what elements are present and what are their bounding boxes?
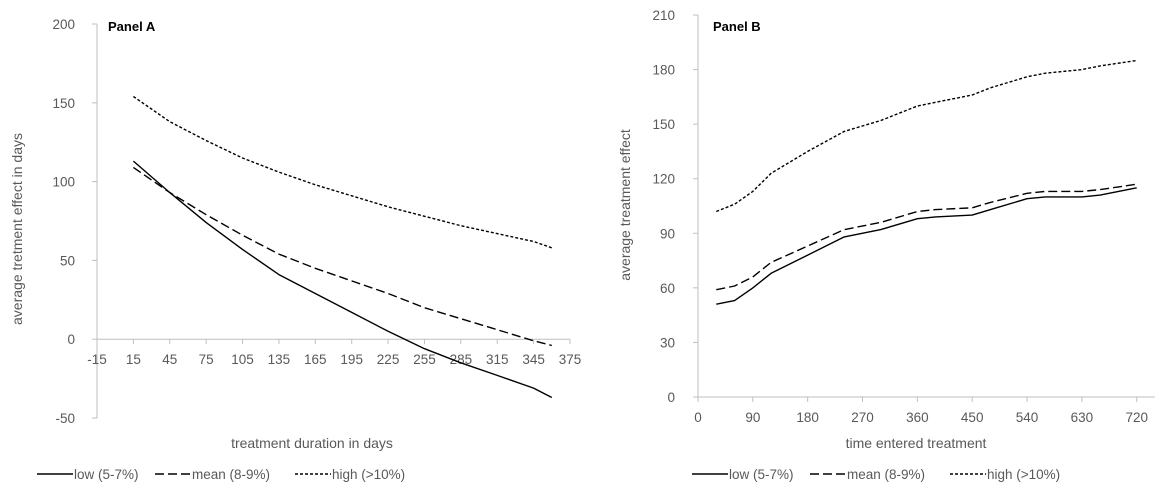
x-tick-label: 225	[377, 352, 400, 367]
x-tick-label: 255	[413, 352, 436, 367]
legend-label: low (5-7%)	[74, 467, 139, 482]
y-tick-label: 200	[52, 17, 75, 32]
y-tick-label: 0	[667, 390, 675, 405]
y-tick-label: 180	[652, 63, 675, 78]
legend-label: mean (8-9%)	[847, 467, 925, 482]
series-line-solid	[716, 187, 1137, 305]
series-line-dotted	[716, 59, 1137, 213]
x-tick-label: 15	[126, 352, 141, 367]
legend-label: mean (8-9%)	[192, 467, 270, 482]
y-tick-label: 60	[660, 281, 675, 296]
y-tick-label: 90	[660, 226, 675, 241]
series-line-dashed	[133, 166, 552, 347]
x-tick-label: 540	[1016, 410, 1039, 425]
panel-title: Panel A	[108, 19, 156, 34]
legend-label: high (>10%)	[987, 467, 1060, 482]
x-tick-label: 270	[851, 410, 874, 425]
x-tick-label: 450	[961, 410, 984, 425]
x-tick-label: 180	[796, 410, 819, 425]
x-tick-label: 720	[1125, 410, 1148, 425]
x-tick-label: 195	[340, 352, 363, 367]
x-tick-label: 75	[199, 352, 214, 367]
x-tick-label: -15	[87, 352, 107, 367]
x-axis-title: treatment duration in days	[231, 435, 393, 451]
x-tick-label: 135	[268, 352, 291, 367]
x-tick-label: 375	[559, 352, 582, 367]
x-axis-title: time entered treatment	[846, 435, 987, 451]
y-axis-title: average treatment effect	[617, 129, 633, 281]
y-tick-label: 50	[60, 253, 75, 268]
x-tick-label: 630	[1071, 410, 1094, 425]
panel-b-chart: 0 30 60 90 120 150 180 210 0 90 180 270 360 450 540 630…	[617, 8, 1155, 482]
legend-label: high (>10%)	[332, 467, 405, 482]
x-tick-label: 90	[745, 410, 760, 425]
series-line-solid	[132, 160, 553, 399]
x-tick-label: 105	[231, 352, 254, 367]
y-tick-label: 150	[52, 96, 75, 111]
panel-a-chart: -50 0 50 100 150 200 -15 15 45 75 105 135 165 195 225 2…	[9, 17, 581, 482]
x-tick-label: 315	[486, 352, 509, 367]
x-tick-label: 285	[450, 352, 473, 367]
y-tick-label: 120	[652, 172, 675, 187]
series-line-dashed	[716, 183, 1137, 291]
x-tick-label: 165	[304, 352, 327, 367]
series-line-dotted	[133, 95, 553, 249]
y-tick-label: 0	[67, 332, 75, 347]
x-tick-label: 0	[694, 410, 702, 425]
y-axis-title: average tretment effect in days	[9, 133, 25, 325]
y-tick-label: 100	[52, 175, 75, 190]
y-tick-label: -50	[55, 411, 75, 426]
x-tick-label: 345	[522, 352, 545, 367]
y-tick-label: 30	[660, 335, 675, 350]
x-tick-label: 360	[906, 410, 929, 425]
y-tick-label: 150	[652, 117, 675, 132]
x-tick-label: 45	[162, 352, 177, 367]
y-tick-label: 210	[652, 8, 675, 23]
legend-label: low (5-7%)	[729, 467, 794, 482]
panel-title: Panel B	[713, 19, 761, 34]
